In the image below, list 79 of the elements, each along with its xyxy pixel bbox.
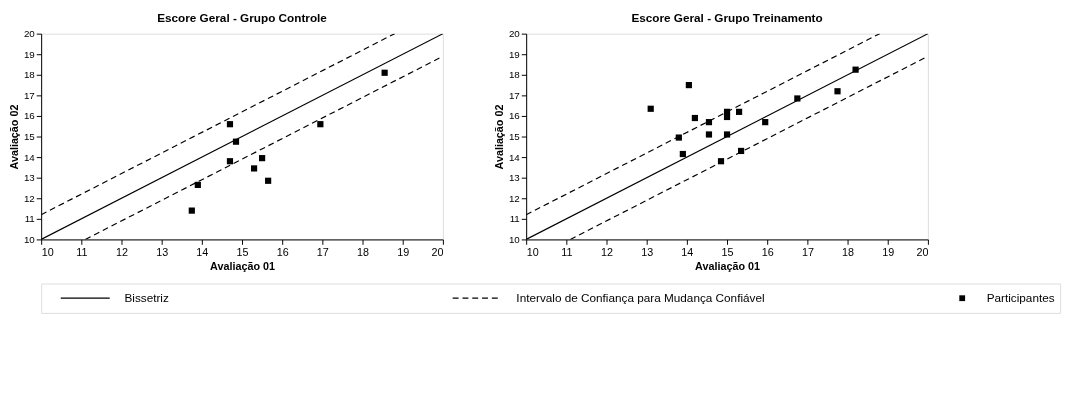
point: [762, 119, 769, 126]
point: [705, 131, 713, 138]
x-tick-label: 14: [681, 245, 694, 258]
point: [381, 69, 388, 76]
point: [794, 95, 801, 102]
y-tick-label: 12: [23, 192, 35, 204]
y-tick-label: 19: [23, 48, 35, 60]
point: [259, 155, 266, 162]
x-tick-label: 11: [76, 245, 88, 258]
point: [194, 181, 201, 188]
x-tick-label: 18: [842, 245, 855, 258]
y-axis-title: Avaliação 02: [493, 104, 506, 170]
x-tick-label: 20: [431, 245, 444, 258]
point: [679, 150, 686, 158]
x-tick-label: 10: [41, 245, 54, 258]
chart-title: Escore Geral - Grupo Controle: [157, 10, 328, 24]
y-tick-label: 11: [509, 213, 520, 225]
legend-label: Participantes: [986, 291, 1055, 305]
x-tick-label: 17: [801, 245, 814, 258]
point: [735, 108, 743, 115]
point: [188, 207, 195, 214]
y-tick-label: 16: [23, 110, 36, 122]
x-tick-label: 19: [397, 245, 410, 258]
point: [723, 113, 731, 121]
chart-title: Escore Geral - Grupo Treinamento: [631, 10, 823, 24]
point: [834, 88, 841, 95]
x-tick-label: 20: [916, 245, 929, 258]
y-tick-label: 15: [23, 130, 36, 142]
x-axis-title: Avaliação 01: [695, 260, 760, 273]
x-tick-label: 11: [561, 245, 573, 258]
x-tick-label: 16: [761, 245, 774, 258]
point: [647, 105, 654, 112]
x-tick-label: 16: [276, 245, 289, 258]
legend-label: Intervalo de Confiança para Mudança Confiável: [516, 291, 765, 305]
point: [265, 177, 272, 184]
y-tick-label: 15: [508, 130, 521, 142]
y-tick-label: 19: [508, 48, 520, 60]
x-tick-label: 12: [601, 245, 613, 258]
x-tick-label: 13: [641, 245, 654, 258]
y-tick-label: 13: [508, 172, 521, 184]
point: [317, 121, 324, 128]
y-tick-label: 17: [508, 89, 520, 101]
x-tick-label: 15: [721, 245, 734, 258]
point: [226, 121, 234, 128]
y-tick-label: 13: [23, 172, 36, 184]
point: [717, 158, 725, 165]
point: [685, 81, 692, 89]
y-tick-label: 10: [508, 233, 521, 245]
point: [723, 131, 731, 138]
y-tick-label: 14: [23, 151, 36, 163]
x-tick-label: 15: [236, 245, 249, 258]
x-tick-label: 19: [882, 245, 895, 258]
y-tick-label: 11: [24, 213, 35, 225]
x-tick-label: 14: [196, 245, 209, 258]
point: [675, 134, 682, 141]
y-tick-label: 18: [508, 69, 521, 81]
point: [738, 147, 745, 155]
x-tick-label: 10: [526, 245, 539, 258]
point: [705, 119, 713, 126]
x-tick-label: 12: [116, 245, 128, 258]
legend-label: Bissetriz: [124, 291, 169, 305]
y-tick-label: 20: [508, 28, 521, 40]
point: [232, 138, 240, 145]
point: [852, 66, 859, 73]
x-axis-title: Avaliação 01: [210, 260, 275, 273]
y-tick-label: 12: [508, 192, 520, 204]
point: [250, 165, 258, 172]
x-tick-label: 13: [156, 245, 169, 258]
y-tick-label: 18: [23, 69, 36, 81]
x-tick-label: 17: [316, 245, 329, 258]
point: [226, 158, 234, 165]
y-tick-label: 10: [23, 233, 36, 245]
x-tick-label: 18: [357, 245, 370, 258]
y-tick-label: 16: [508, 110, 521, 122]
y-tick-label: 17: [23, 89, 35, 101]
y-axis-title: Avaliação 02: [8, 104, 21, 170]
y-tick-label: 20: [23, 28, 36, 40]
y-tick-label: 14: [508, 151, 521, 163]
point: [691, 114, 698, 122]
